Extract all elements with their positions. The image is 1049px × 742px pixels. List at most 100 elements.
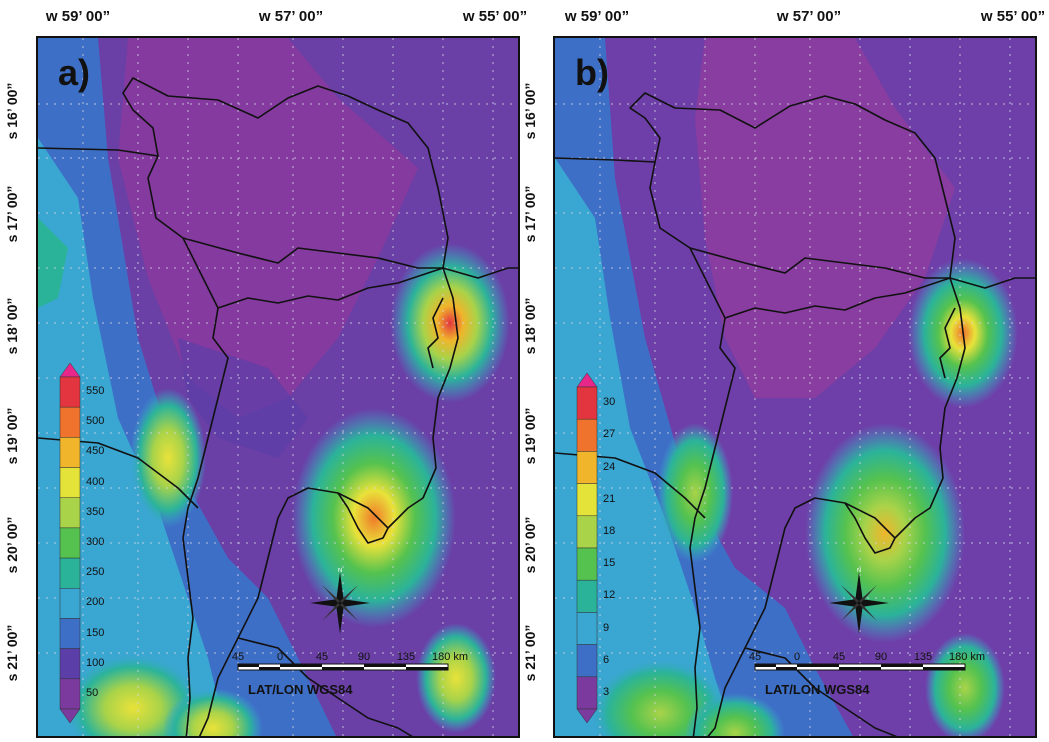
legend-swatch [576, 612, 598, 645]
legend-bar-b [576, 373, 598, 723]
lon-tick-59-right: w 59’ 00” [564, 8, 630, 25]
scale-bar-b: 45 0 45 90 135 180 km [749, 651, 985, 671]
legend-swatch [59, 527, 81, 559]
legend-value-label: 450 [86, 445, 105, 458]
map-surface-a [38, 38, 518, 736]
legend-bar-a [59, 363, 81, 723]
svg-text:135: 135 [397, 651, 415, 663]
svg-text:135: 135 [914, 651, 932, 663]
lon-tick-55-right: w 55’ 00” [980, 8, 1046, 25]
lat-tick-17-right: s 17’ 00” [522, 185, 538, 243]
central-magenta-zone [695, 38, 955, 398]
lon-tick-57-left: w 57’ 00” [258, 8, 324, 25]
legend-value-label: 3 [603, 685, 610, 698]
legend-swatch [59, 557, 81, 589]
svg-text:90: 90 [875, 651, 887, 663]
lat-tick-21-right: s 21’ 00” [522, 624, 538, 682]
hotspot-center-a [292, 408, 456, 628]
legend-swatch [59, 376, 81, 408]
map-surface-b [555, 38, 1035, 736]
legend-swatch [59, 467, 81, 498]
boundaries-a [38, 77, 518, 736]
compass-b: N [829, 568, 889, 634]
compass-a: N [310, 568, 370, 634]
legend-value-label: 6 [603, 653, 610, 666]
west-cyan-zone [38, 138, 228, 736]
legend-value-label: 50 [86, 686, 99, 699]
lat-tick-17-left: s 17’ 00” [4, 185, 20, 243]
svg-text:0: 0 [794, 651, 800, 663]
lon-tick-55-left: w 55’ 00” [462, 8, 528, 25]
svg-text:45: 45 [833, 651, 845, 663]
svg-text:180 km: 180 km [949, 651, 985, 663]
legend-swatch [59, 497, 81, 529]
hotspot-southeast-b [925, 633, 1005, 736]
legend-value-label: 400 [86, 475, 105, 488]
svg-text:N: N [338, 568, 342, 574]
lat-tick-21-left: s 21’ 00” [4, 624, 20, 682]
hotspot-west-b [657, 423, 733, 563]
legend-value-label: 300 [86, 536, 105, 548]
legend-value-label: 500 [86, 415, 105, 428]
svg-text:45: 45 [232, 651, 244, 663]
lat-tick-16-right: s 16’ 00” [522, 82, 538, 140]
grid-a [38, 38, 518, 736]
legend-swatch [59, 618, 81, 649]
legend-swatch [576, 676, 598, 710]
legend-value-label: 27 [603, 428, 616, 441]
legend-value-label: 24 [603, 460, 616, 473]
hotspot-west-a [130, 388, 206, 528]
svg-text:90: 90 [358, 651, 370, 663]
legend-value-label: 150 [86, 626, 105, 639]
hotspot-south-b [685, 693, 785, 736]
legend-value-label: 21 [603, 492, 616, 505]
legend-swatch [59, 406, 81, 438]
map-panel-a: a) 550 500 450 400 350 300 250 200 150 100 50 N 45… [36, 36, 520, 738]
legend-swatch [576, 579, 598, 613]
svg-text:N: N [857, 568, 861, 574]
scale-bar-a: 45 0 45 90 135 180 km [232, 651, 468, 671]
lon-tick-59-left: w 59’ 00” [45, 8, 111, 25]
lat-tick-20-right: s 20’ 00” [522, 516, 538, 574]
hotspot-northeast-a [390, 243, 510, 403]
legend-swatch [576, 386, 598, 420]
lat-tick-19-right: s 19’ 00” [522, 407, 538, 465]
legend-value-label: 30 [603, 396, 616, 409]
legend-swatch [576, 515, 598, 549]
legend-swatch [576, 418, 598, 452]
legend-swatch [59, 648, 81, 680]
datum-label-b: LAT/LON WGS84 [765, 682, 870, 697]
legend-swatch [59, 678, 81, 710]
map-panel-b: b) 30 27 24 21 18 15 12 9 6 3 N 45 0 45 90 135 18… [553, 36, 1037, 738]
legend-value-label: 9 [603, 621, 610, 634]
datum-label-a: LAT/LON WGS84 [248, 682, 353, 697]
legend-swatch [576, 483, 598, 517]
lat-tick-18-right: s 18’ 00” [522, 297, 538, 355]
hotspot-southeast-a [416, 623, 496, 733]
legend-value-label: 200 [86, 596, 105, 609]
svg-text:0: 0 [277, 651, 283, 663]
lon-tick-57-right: w 57’ 00” [776, 8, 842, 25]
svg-text:180 km: 180 km [432, 651, 468, 663]
panel-label-b: b) [575, 52, 609, 93]
legend-value-label: 250 [86, 566, 105, 579]
legend-value-label: 12 [603, 589, 616, 602]
legend-value-label: 18 [603, 524, 616, 537]
legend-value-label: 550 [86, 385, 105, 398]
west-teal-patch [38, 218, 68, 308]
svg-text:45: 45 [749, 651, 761, 663]
legend-a: 550 500 450 400 350 300 250 200 150 100 50 [58, 363, 118, 723]
svg-text:45: 45 [316, 651, 328, 663]
legend-swatch [576, 451, 598, 484]
legend-value-label: 100 [86, 656, 105, 669]
lat-tick-18-left: s 18’ 00” [4, 297, 20, 355]
legend-swatch [576, 644, 598, 678]
legend-swatch [59, 437, 81, 468]
panel-label-a: a) [58, 52, 91, 93]
legend-swatch [59, 588, 81, 619]
legend-b: 30 27 24 21 18 15 12 9 6 3 [575, 373, 635, 723]
lat-tick-16-left: s 16’ 00” [4, 82, 20, 140]
legend-value-label: 15 [603, 557, 616, 570]
legend-swatch [576, 547, 598, 581]
lat-tick-19-left: s 19’ 00” [4, 407, 20, 465]
